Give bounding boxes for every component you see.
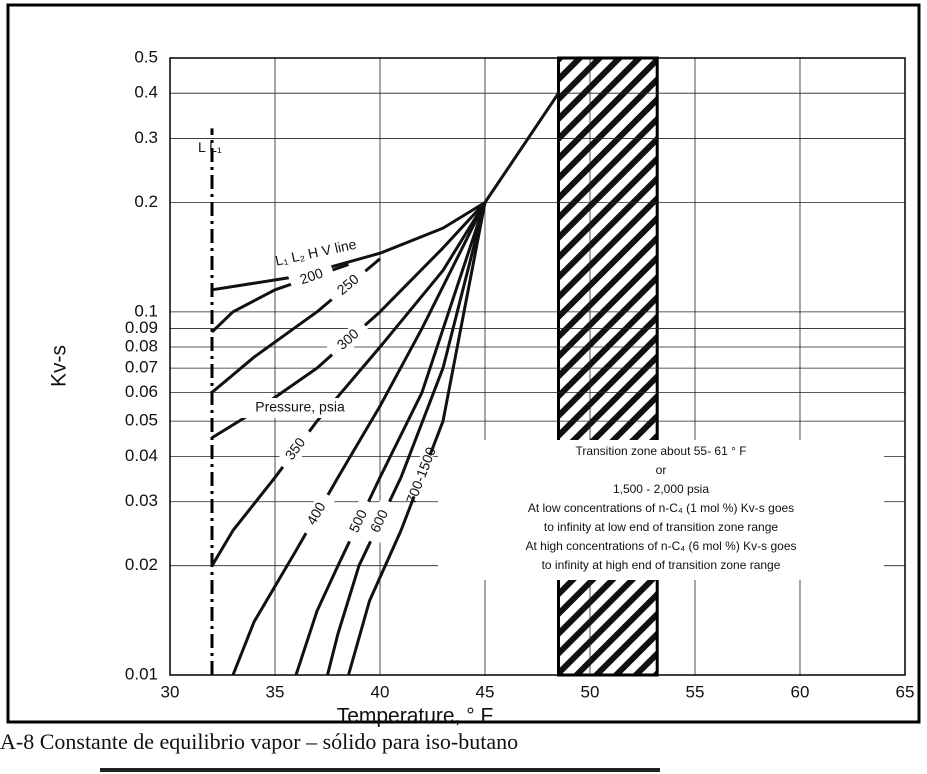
y-tick-label: 0.5 xyxy=(134,47,158,66)
note-line: 1,500 - 2,000 psia xyxy=(613,482,709,496)
curve-label-group: 300 xyxy=(326,318,371,362)
y-tick-label: 0.09 xyxy=(125,318,158,337)
x-tick-label: 40 xyxy=(371,682,390,701)
pressure-label-bg xyxy=(240,398,360,418)
x-tick-label: 45 xyxy=(476,682,495,701)
x-tick-label: 60 xyxy=(791,682,810,701)
curve-label-group: 200 xyxy=(288,261,336,293)
note-box xyxy=(438,440,884,580)
y-tick-label: 0.02 xyxy=(125,555,158,574)
y-tick-label: 0.2 xyxy=(134,192,158,211)
curve-label-bg xyxy=(292,240,340,267)
y-tick-label: 0.1 xyxy=(134,301,158,320)
curve-label-bg xyxy=(298,490,336,538)
y-tick-label: 0.08 xyxy=(125,337,158,356)
y-tick-label: 0.05 xyxy=(125,411,158,430)
y-tick-label: 0.04 xyxy=(125,446,158,465)
curve xyxy=(211,92,560,292)
y-tick-label: 0.01 xyxy=(125,664,158,683)
boundary-label: L L₁ xyxy=(198,139,222,155)
x-tick-label: 30 xyxy=(161,682,180,701)
curve-label: 700-1500 xyxy=(403,445,439,506)
y-tick-label: 0.3 xyxy=(134,128,158,147)
x-axis-label: Temperature, ° F xyxy=(337,705,494,728)
y-tick-label: 0.07 xyxy=(125,358,158,377)
curve-label-bg xyxy=(275,426,317,473)
curve xyxy=(347,202,487,676)
curve-label: 200 xyxy=(298,264,325,287)
curve-label-bg xyxy=(405,452,439,500)
note-line: At low concentrations of n-C₄ (1 mol %) … xyxy=(528,501,794,515)
curve-label-bg xyxy=(325,264,372,307)
transition-zone xyxy=(557,56,659,677)
curve-label-group: 400 xyxy=(298,490,336,538)
x-tick-label: 50 xyxy=(581,682,600,701)
note-line: or xyxy=(656,463,667,477)
curve-label-bg xyxy=(362,497,398,546)
plot-border xyxy=(169,57,906,676)
x-tick-label: 65 xyxy=(896,682,915,701)
curve xyxy=(210,201,487,567)
curve-label-bg xyxy=(326,318,371,362)
note-line: At high concentrations of n-C₄ (6 mol %)… xyxy=(525,539,796,553)
frame xyxy=(6,3,921,724)
bottom-rule xyxy=(100,768,660,772)
y-tick-label: 0.06 xyxy=(125,382,158,401)
y-tick-label: 0.4 xyxy=(134,83,158,102)
caption: A-8 Constante de equilibrio vapor – sóli… xyxy=(0,729,518,754)
curve-label-group: 350 xyxy=(275,426,317,473)
note-line: to infinity at low end of transition zon… xyxy=(544,520,778,534)
x-tick-label: 35 xyxy=(266,682,285,701)
curve xyxy=(231,201,487,676)
note-line: to infinity at high end of transition zo… xyxy=(542,558,781,572)
curve-label-bg xyxy=(288,261,336,293)
x-tick-label: 55 xyxy=(686,682,705,701)
pressure-label: Pressure, psia xyxy=(255,399,345,415)
curve-label-bg xyxy=(341,497,377,546)
note-line: Transition zone about 55- 61 ° F xyxy=(575,444,746,458)
y-tick-label: 0.03 xyxy=(125,491,158,510)
y-axis-label: Kv-s xyxy=(48,345,71,387)
